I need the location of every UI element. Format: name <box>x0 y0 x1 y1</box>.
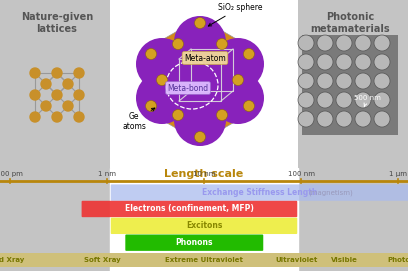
Circle shape <box>374 111 390 127</box>
Circle shape <box>52 90 62 100</box>
Circle shape <box>336 92 352 108</box>
Circle shape <box>317 35 333 51</box>
Circle shape <box>136 38 188 90</box>
Circle shape <box>41 79 51 89</box>
Text: 500 nm: 500 nm <box>354 95 381 107</box>
Text: Phonons: Phonons <box>175 238 213 247</box>
FancyBboxPatch shape <box>111 184 408 201</box>
Circle shape <box>217 109 228 121</box>
Text: Exchange Stiffness Length: Exchange Stiffness Length <box>202 188 317 197</box>
Text: Hard Xray: Hard Xray <box>0 257 24 263</box>
Text: Visible: Visible <box>331 257 358 263</box>
Text: Nature-given
lattices: Nature-given lattices <box>21 12 93 34</box>
Circle shape <box>30 112 40 122</box>
Text: SiO₂ sphere: SiO₂ sphere <box>208 3 262 26</box>
Circle shape <box>244 49 255 60</box>
Text: Meta-atom: Meta-atom <box>184 53 226 63</box>
Circle shape <box>355 92 371 108</box>
Circle shape <box>317 54 333 70</box>
Text: Meta-bond: Meta-bond <box>167 83 208 92</box>
Circle shape <box>298 73 314 89</box>
Text: Length scale: Length scale <box>164 169 244 179</box>
Bar <box>302 35 398 135</box>
FancyBboxPatch shape <box>82 201 297 217</box>
Circle shape <box>212 38 264 90</box>
Bar <box>110 0 298 168</box>
Circle shape <box>136 72 188 124</box>
Circle shape <box>298 35 314 51</box>
Circle shape <box>30 90 40 100</box>
Circle shape <box>374 73 390 89</box>
Circle shape <box>52 112 62 122</box>
Circle shape <box>336 111 352 127</box>
Circle shape <box>195 131 206 143</box>
Circle shape <box>63 101 73 111</box>
Circle shape <box>317 73 333 89</box>
Circle shape <box>173 38 184 50</box>
Circle shape <box>298 92 314 108</box>
Bar <box>0 253 408 267</box>
Circle shape <box>317 92 333 108</box>
Circle shape <box>336 73 352 89</box>
Text: Photonic
metamaterials: Photonic metamaterials <box>310 12 390 34</box>
Text: 100 pm: 100 pm <box>0 171 23 178</box>
Text: Ge
atoms: Ge atoms <box>122 108 155 131</box>
Circle shape <box>336 54 352 70</box>
Circle shape <box>212 72 264 124</box>
Circle shape <box>41 101 51 111</box>
Circle shape <box>317 111 333 127</box>
Circle shape <box>374 54 390 70</box>
Text: Photons: Photons <box>387 257 408 263</box>
Circle shape <box>298 111 314 127</box>
Circle shape <box>74 90 84 100</box>
FancyBboxPatch shape <box>111 218 297 234</box>
FancyBboxPatch shape <box>125 234 263 251</box>
Circle shape <box>355 54 371 70</box>
Text: 100 nm: 100 nm <box>288 171 315 178</box>
Circle shape <box>174 54 226 106</box>
Bar <box>110 168 298 271</box>
Circle shape <box>374 35 390 51</box>
Text: Soft Xray: Soft Xray <box>84 257 120 263</box>
Circle shape <box>355 35 371 51</box>
Text: (magnetism): (magnetism) <box>308 189 353 196</box>
Circle shape <box>244 101 255 111</box>
Circle shape <box>173 109 184 121</box>
Circle shape <box>195 18 206 28</box>
Text: Excitons: Excitons <box>186 221 222 230</box>
Text: Electrons (confinement, MFP): Electrons (confinement, MFP) <box>125 205 254 214</box>
Circle shape <box>146 49 157 60</box>
Circle shape <box>52 68 62 78</box>
Circle shape <box>233 75 244 86</box>
Polygon shape <box>146 18 254 142</box>
Circle shape <box>217 38 228 50</box>
Circle shape <box>298 54 314 70</box>
Text: 1 nm: 1 nm <box>98 171 116 178</box>
Text: Extreme Ultraviolet: Extreme Ultraviolet <box>165 257 243 263</box>
Circle shape <box>74 68 84 78</box>
Text: Ultraviolet: Ultraviolet <box>275 257 317 263</box>
Circle shape <box>174 94 226 146</box>
Circle shape <box>63 79 73 89</box>
Circle shape <box>355 73 371 89</box>
Circle shape <box>74 112 84 122</box>
Circle shape <box>355 111 371 127</box>
Circle shape <box>336 35 352 51</box>
Circle shape <box>146 101 157 111</box>
Circle shape <box>157 75 168 86</box>
Text: 1 μm: 1 μm <box>389 171 407 178</box>
Circle shape <box>374 92 390 108</box>
Circle shape <box>174 16 226 68</box>
Circle shape <box>30 68 40 78</box>
Text: 10 nm: 10 nm <box>193 171 215 178</box>
